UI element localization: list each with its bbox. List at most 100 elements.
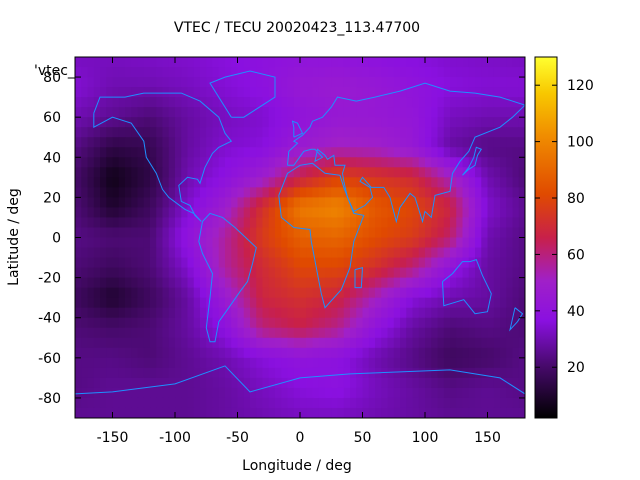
heatmap-cell [443,387,451,399]
heatmap-cell [481,177,489,188]
heatmap-cell [262,277,270,289]
heatmap-cell [487,277,495,289]
heatmap-cell [343,397,351,409]
heatmap-cell [362,297,370,309]
heatmap-cell [175,357,182,369]
heatmap-cell [500,267,507,279]
heatmap-cell [293,147,301,158]
heatmap-cell [100,287,107,299]
heatmap-cell [93,77,101,88]
heatmap-cell [268,167,276,178]
heatmap-cell [162,167,170,178]
heatmap-cell [431,67,439,78]
heatmap-cell [262,87,270,98]
heatmap-cell [431,357,439,369]
heatmap-cell [312,117,320,128]
heatmap-cell [418,257,426,269]
heatmap-cell [312,317,320,329]
heatmap-cell [425,357,432,369]
heatmap-cell [187,247,195,259]
heatmap-cell [87,57,95,68]
heatmap-cell [262,177,270,188]
heatmap-cell [112,137,120,148]
heatmap-cell [350,87,357,98]
heatmap-cell [81,147,89,158]
heatmap-cell [387,207,395,219]
heatmap-cell [156,387,164,399]
heatmap-cell [218,117,226,128]
heatmap-cell [100,77,107,88]
heatmap-cell [481,277,489,289]
heatmap-cell [106,367,114,379]
heatmap-cell [437,397,445,409]
heatmap-cell [362,397,370,409]
heatmap-cell [200,107,207,118]
heatmap-cell [368,377,376,389]
heatmap-cell [206,287,214,299]
heatmap-cell [325,87,332,98]
heatmap-cell [462,147,470,158]
heatmap-cell [181,367,189,379]
heatmap-cell [506,327,514,339]
heatmap-cell [93,117,101,128]
heatmap-cell [412,137,420,148]
heatmap-cell [450,67,457,78]
heatmap-cell [256,227,264,239]
heatmap-cell [150,77,157,88]
heatmap-cell [250,357,257,369]
heatmap-cell [362,197,370,209]
heatmap-cell [412,337,420,349]
heatmap-cell [181,217,189,229]
heatmap-cell [112,157,120,168]
heatmap-cell [112,387,120,399]
heatmap-cell [425,367,432,379]
heatmap-cell [156,317,164,329]
heatmap-cell [243,347,251,359]
heatmap-cell [181,57,189,68]
heatmap-cell [87,257,95,269]
heatmap-cell [387,387,395,399]
heatmap-cell [93,327,101,339]
heatmap-cell [362,237,370,249]
heatmap-cell [125,297,132,309]
heatmap-cell [225,327,232,339]
heatmap-cell [368,347,376,359]
heatmap-cell [118,57,126,68]
heatmap-cell [231,337,239,349]
heatmap-cell [106,237,114,249]
heatmap-cell [431,167,439,178]
heatmap-cell [175,87,182,98]
heatmap-cell [281,397,289,409]
heatmap-cell [181,337,189,349]
heatmap-cell [387,167,395,178]
heatmap-cell [368,197,376,209]
heatmap-cell [125,177,132,188]
heatmap-cell [281,197,289,209]
heatmap-cell [200,227,207,239]
heatmap-cell [512,107,520,118]
heatmap-cell [337,187,345,198]
heatmap-cell [231,147,239,158]
heatmap-cell [106,247,114,259]
heatmap-cell [293,67,301,78]
heatmap-cell [225,187,232,198]
heatmap-cell [231,167,239,178]
heatmap-cell [312,197,320,209]
heatmap-cell [212,277,220,289]
heatmap-cell [518,327,525,339]
heatmap-cell [112,117,120,128]
heatmap-cell [137,167,145,178]
heatmap-cell [356,107,364,118]
heatmap-cell [318,337,326,349]
heatmap-cell [512,277,520,289]
heatmap-cell [206,327,214,339]
heatmap-cell [350,167,357,178]
colorbar-tick-label: 120 [567,78,594,94]
heatmap-cell [231,67,239,78]
heatmap-cell [400,307,407,319]
heatmap-cell [268,127,276,138]
heatmap-cell [175,157,182,168]
heatmap-cell [325,97,332,108]
heatmap-cell [362,287,370,299]
heatmap-cell [300,267,307,279]
